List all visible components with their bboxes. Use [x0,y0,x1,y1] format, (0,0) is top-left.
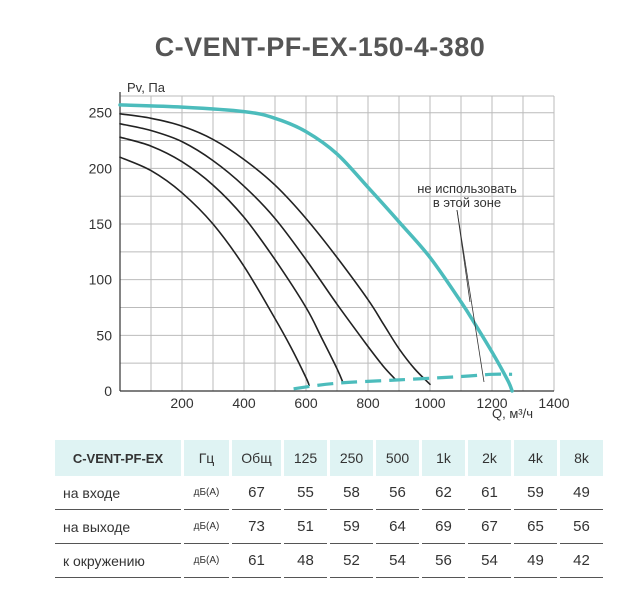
table-cell: 48 [284,544,327,578]
row-label: на выходе [55,510,181,544]
x-tick-label: 1000 [414,395,445,411]
speed-curve [119,113,431,386]
y-tick-label: 50 [96,327,112,343]
x-tick-label: 800 [356,395,380,411]
row-label: к окружению [55,544,181,578]
y-tick-label: 150 [89,216,113,232]
table-header-cell: 4k [514,440,557,476]
table-cell: 67 [468,510,511,544]
table-row: к окружению дБ(А) 61 48 52 54 56 54 49 4… [55,544,603,578]
table-cell: 51 [284,510,327,544]
speed-curve [119,136,344,384]
annotation-pointer [456,209,485,383]
annotation-line-2: в этой зоне [433,195,501,210]
table-cell: 61 [468,476,511,510]
main-curve [118,103,514,393]
table-row: на выходе дБ(А) 73 51 59 64 69 67 65 56 [55,510,603,544]
table-header-cell: 125 [284,440,327,476]
table-header-row: C-VENT-PF-EX Гц Общ 125 250 500 1k 2k 4k… [55,440,603,476]
x-tick-label: 400 [232,395,256,411]
performance-curves [118,103,514,393]
table-cell: 42 [560,544,603,578]
table-header-cell: 1k [422,440,465,476]
table-cell: 54 [468,544,511,578]
table-cell: 56 [376,476,419,510]
table-cell: 61 [232,544,281,578]
table-cell: 56 [422,544,465,578]
table-header-cell: 8k [560,440,603,476]
row-label: на входе [55,476,181,510]
noise-table: C-VENT-PF-EX Гц Общ 125 250 500 1k 2k 4k… [52,440,606,578]
table-header-cell: Общ [232,440,281,476]
table-cell: 49 [560,476,603,510]
y-axis-label: Pv, Па [127,80,166,95]
table-cell: 52 [330,544,373,578]
table-header-cell: Гц [184,440,229,476]
table-cell: 73 [232,510,281,544]
x-tick-label: 200 [170,395,194,411]
y-tick-label: 100 [89,272,113,288]
table-cell: 69 [422,510,465,544]
y-tick-label: 0 [104,383,112,399]
tick-labels: 200 400 600 800 1000 1200 1400 0 50 100 150 200 250 [89,105,570,411]
chart-title: C-VENT-PF-EX-150-4-380 [154,32,486,62]
table-cell: 67 [232,476,281,510]
x-axis-label: Q, м³/ч [492,406,533,421]
x-tick-label: 600 [294,395,318,411]
table-header-cell: C-VENT-PF-EX [55,440,181,476]
fan-curve-chart: 200 400 600 800 1000 1200 1400050100150200250 … [89,80,570,421]
table-header-cell: 500 [376,440,419,476]
row-unit: дБ(А) [184,510,229,544]
table-cell: 55 [284,476,327,510]
y-tick-label: 250 [89,105,113,121]
table-cell: 62 [422,476,465,510]
table-header-cell: 2k [468,440,511,476]
table-cell: 64 [376,510,419,544]
table-cell: 59 [514,476,557,510]
annotation-line-1: не использовать [417,181,517,196]
table-cell: 59 [330,510,373,544]
table-cell: 65 [514,510,557,544]
table-cell: 58 [330,476,373,510]
chart-axes [119,92,554,392]
table-header-cell: 250 [330,440,373,476]
chart-grid [120,95,555,391]
row-unit: дБ(А) [184,544,229,578]
row-unit: дБ(А) [184,476,229,510]
table-cell: 49 [514,544,557,578]
speed-curve [119,123,397,381]
x-tick-label: 1400 [538,395,569,411]
boundary-dashed-line [293,372,513,391]
x-tick-label: 1200 [476,395,507,411]
table-cell: 56 [560,510,603,544]
speed-curve [119,156,310,387]
table-row: на входе дБ(А) 67 55 58 56 62 61 59 49 [55,476,603,510]
table-cell: 54 [376,544,419,578]
y-tick-label: 200 [89,160,113,176]
